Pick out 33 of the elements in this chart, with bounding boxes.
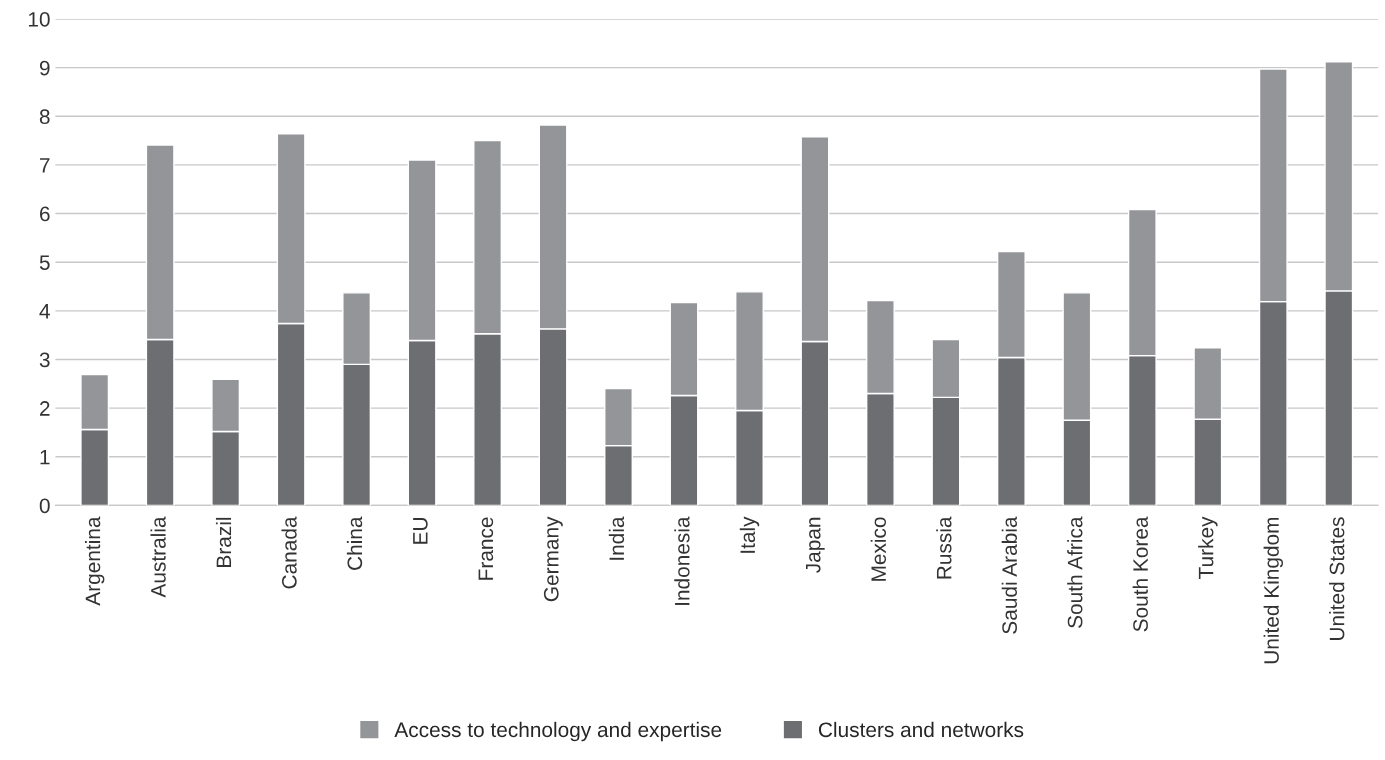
y-tick-label: 7 xyxy=(40,158,50,173)
x-tick-label: South Africa xyxy=(1067,516,1083,628)
x-tick-label: Canada xyxy=(281,516,297,589)
x-tick-label: China xyxy=(346,516,363,570)
x-tick-label: Saudi Arabia xyxy=(1001,516,1017,634)
y-tick-label: 5 xyxy=(39,255,50,270)
x-tick-label: Japan xyxy=(806,517,825,573)
legend-label: Clusters and networks xyxy=(818,721,1024,738)
x-tick-label: Germany xyxy=(543,516,563,602)
x-tick-label: United States xyxy=(1329,517,1345,640)
y-tick-label: 3 xyxy=(39,352,50,368)
x-tick-label: South Korea xyxy=(1132,516,1148,632)
x-tick-label: Italy xyxy=(739,516,760,553)
x-tick-label: Indonesia xyxy=(674,516,690,605)
x-tick-label: Mexico xyxy=(870,517,887,581)
x-tick-label: United Kingdom xyxy=(1263,517,1284,664)
y-tick-label: 8 xyxy=(39,109,50,125)
x-tick-label: France xyxy=(478,517,494,580)
legend-label: Access to technology and expertise xyxy=(394,721,722,742)
y-tick-label: 0 xyxy=(39,498,50,514)
x-tick-label: Argentina xyxy=(84,516,105,606)
y-tick-label: 1 xyxy=(40,449,50,465)
y-tick-label: 4 xyxy=(39,304,50,319)
x-tick-label: EU xyxy=(413,518,428,544)
x-tick-label: Turkey xyxy=(1198,516,1218,579)
y-tick-label: 2 xyxy=(40,401,50,416)
y-tick-label: 6 xyxy=(40,206,50,222)
y-tick-label: 10 xyxy=(28,12,50,27)
y-tick-label: 9 xyxy=(39,60,50,76)
x-tick-label: Australia xyxy=(150,516,166,598)
x-tick-label: Brazil xyxy=(215,517,232,567)
x-tick-label: India xyxy=(608,516,625,560)
x-tick-label: Russia xyxy=(936,516,952,579)
